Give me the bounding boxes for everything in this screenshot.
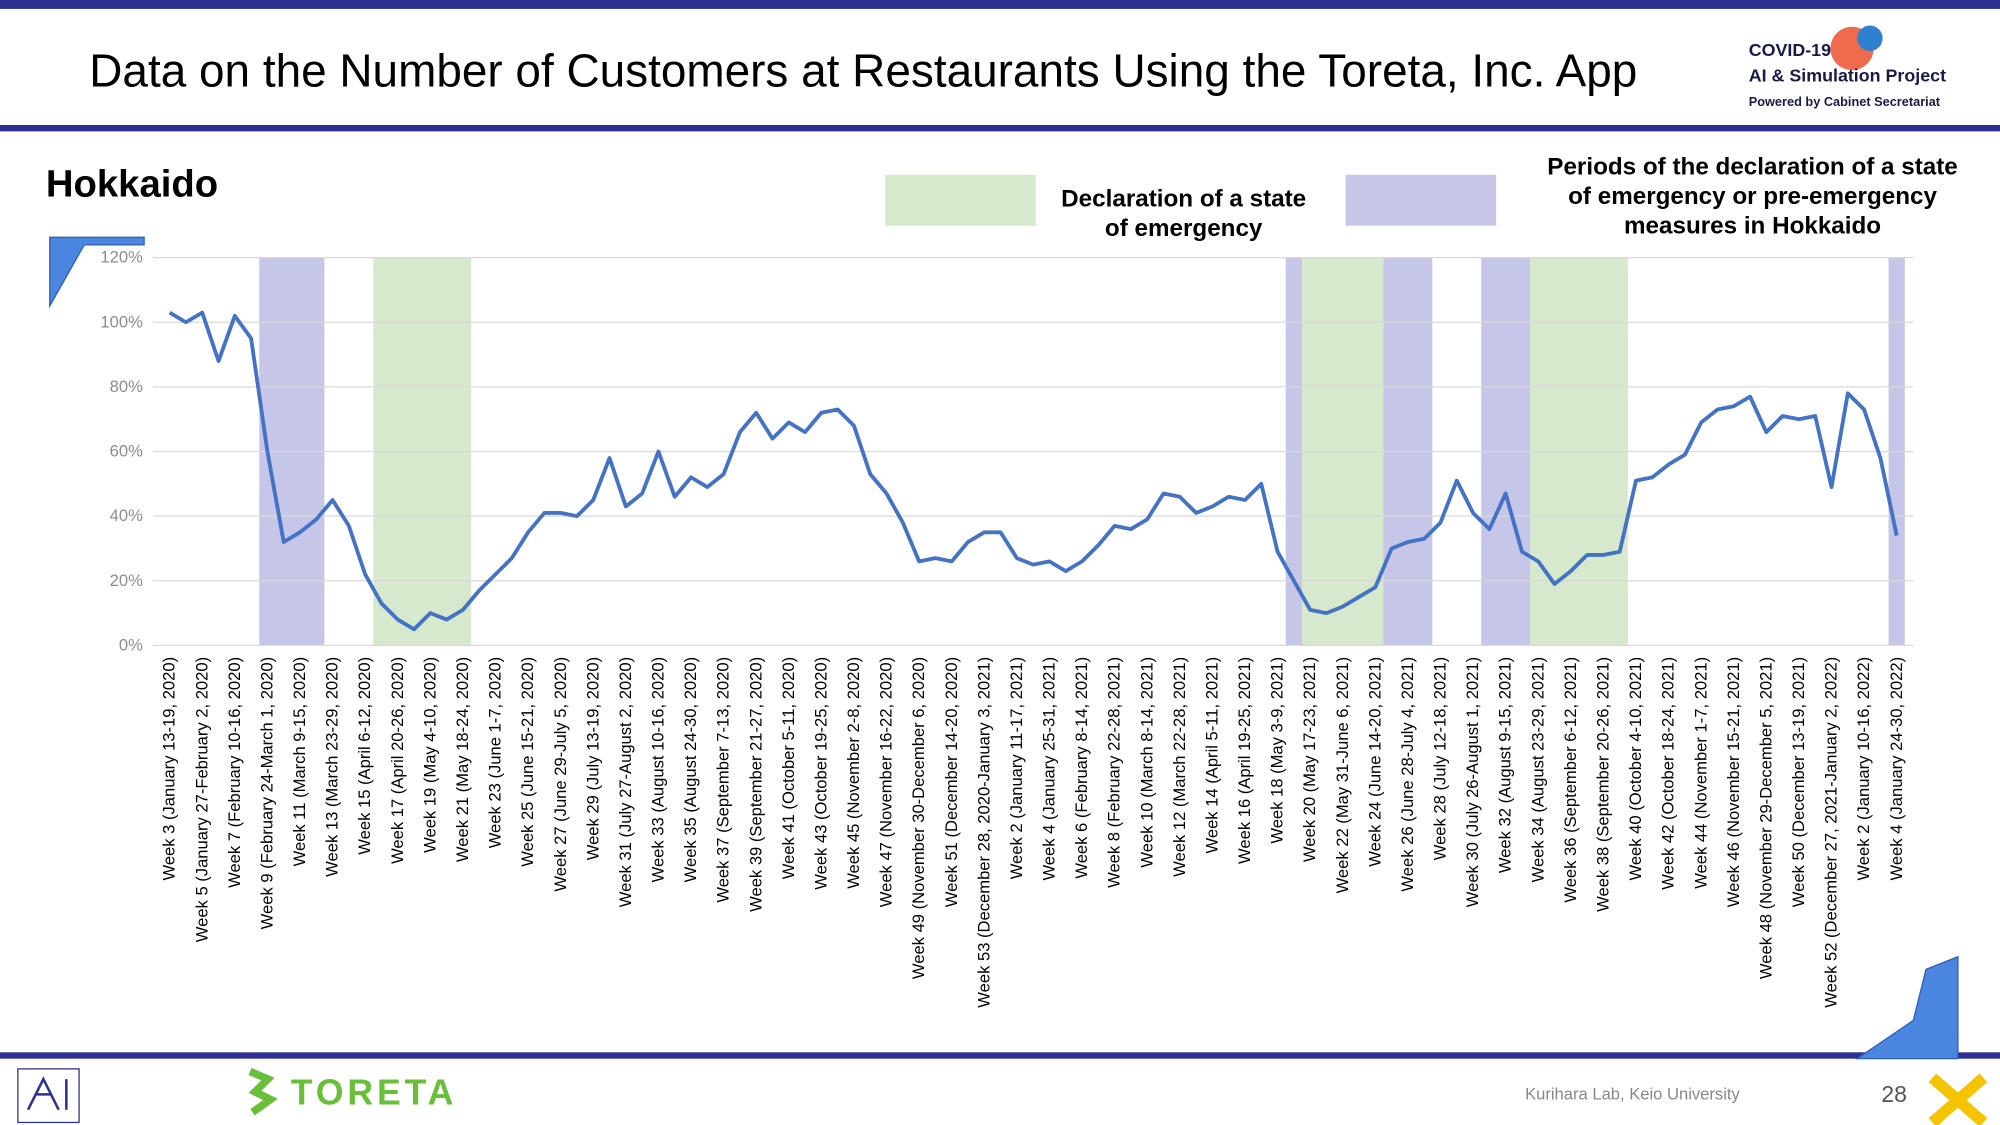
x-tick-label: Week 16 (April 19-25, 2021)	[1235, 657, 1254, 864]
x-tick-label: Week 7 (February 10-16, 2020)	[225, 657, 244, 888]
x-tick-label: Week 19 (May 4-10, 2020)	[420, 657, 439, 853]
x-tick-label: Week 52 (December 27, 2021-January 2, 20…	[1822, 657, 1841, 1008]
x-tick-label: Week 45 (November 2-8, 2020)	[844, 657, 863, 889]
x-tick-label: Week 38 (September 20-26, 2021)	[1594, 657, 1613, 912]
slide-title: Data on the Number of Customers at Resta…	[89, 45, 1637, 97]
x-tick-label: Week 25 (June 15-21, 2020)	[518, 657, 537, 867]
x-tick-label: Week 44 (November 1-7, 2021)	[1691, 657, 1710, 889]
deco-shape	[49, 236, 145, 309]
page-number: 28	[1881, 1081, 1907, 1107]
x-tick-label: Week 29 (July 13-19, 2020)	[583, 657, 602, 860]
y-tick-label: 120%	[100, 248, 143, 267]
logo-text: COVID-19	[1749, 40, 1831, 60]
x-tick-label: Week 5 (January 27-February 2, 2020)	[192, 657, 211, 942]
x-tick-label: Week 22 (May 31-June 6, 2021)	[1333, 657, 1352, 894]
x-tick-label: Week 17 (April 20-26, 2020)	[388, 657, 407, 864]
x-tick-label: Week 15 (April 6-12, 2020)	[355, 657, 374, 855]
x-tick-label: Week 8 (February 22-28, 2021)	[1105, 657, 1124, 888]
x-tick-label: Week 2 (January 11-17, 2021)	[1007, 657, 1026, 879]
x-tick-label: Week 32 (August 9-15, 2021)	[1496, 657, 1515, 873]
x-tick-label: Week 18 (May 3-9, 2021)	[1268, 657, 1287, 844]
header-rule	[0, 125, 2000, 132]
x-tick-label: Week 20 (May 17-23, 2021)	[1300, 657, 1319, 862]
x-tick-label: Week 49 (November 30-December 6, 2020)	[909, 657, 928, 979]
x-tick-label: Week 43 (October 19-25, 2020)	[811, 657, 830, 890]
x-tick-label: Week 40 (October 4-10, 2021)	[1626, 657, 1645, 881]
x-tick-label: Week 34 (August 23-29, 2021)	[1528, 657, 1547, 882]
footer-rule	[0, 1052, 2000, 1059]
legend-swatch	[1345, 174, 1497, 226]
logo-text: Powered by Cabinet Secretariat	[1749, 94, 1941, 109]
top-bar	[0, 0, 2000, 9]
legend-label: of emergency	[1105, 215, 1263, 242]
lab-logo	[17, 1068, 80, 1124]
logo-dot	[1857, 25, 1883, 52]
legend-label: of emergency or pre-emergency	[1568, 183, 1937, 210]
x-tick-label: Week 41 (October 5-11, 2020)	[779, 657, 798, 879]
corner-icon	[1928, 1073, 1988, 1125]
credit: Kurihara Lab, Keio University	[1525, 1084, 1740, 1103]
y-tick-label: 0%	[119, 636, 143, 655]
x-tick-label: Week 12 (March 22-28, 2021)	[1170, 657, 1189, 877]
x-tick-label: Week 6 (February 8-14, 2021)	[1072, 657, 1091, 879]
x-tick-label: Week 13 (March 23-29, 2020)	[323, 657, 342, 877]
x-tick-label: Week 27 (June 29-July 5, 2020)	[551, 657, 570, 892]
x-tick-label: Week 10 (March 8-14, 2021)	[1137, 657, 1156, 868]
x-tick-label: Week 47 (November 16-22, 2020)	[877, 657, 896, 907]
x-tick-label: Week 23 (June 1-7, 2020)	[486, 657, 505, 848]
x-tick-label: Week 31 (July 27-August 2, 2020)	[616, 657, 635, 907]
x-tick-label: Week 39 (September 21-27, 2020)	[746, 657, 765, 912]
x-tick-label: Week 26 (June 28-July 4, 2021)	[1398, 657, 1417, 892]
x-tick-label: Week 33 (August 10-16, 2020)	[649, 657, 668, 882]
x-tick-label: Week 30 (July 26-August 1, 2021)	[1463, 657, 1482, 907]
data-line	[168, 310, 1899, 632]
y-tick-label: 60%	[110, 442, 143, 461]
x-tick-label: Week 24 (June 14-20, 2021)	[1365, 657, 1384, 867]
y-tick-label: 100%	[100, 312, 143, 331]
lab-logo-mark	[26, 1076, 68, 1111]
brand-icon	[248, 1067, 278, 1116]
x-tick-label: Week 9 (February 24-March 1, 2020)	[258, 657, 277, 929]
brand-name: TORETA	[291, 1073, 457, 1113]
x-tick-label: Week 28 (July 12-18, 2021)	[1431, 657, 1450, 860]
x-tick-label: Week 36 (September 6-12, 2021)	[1561, 657, 1580, 903]
deco-shape	[1855, 955, 1959, 1060]
chart-title: Hokkaido	[46, 162, 218, 205]
legend-label: Declaration of a state	[1061, 186, 1306, 213]
x-tick-label: Week 48 (November 29-December 5, 2021)	[1756, 657, 1775, 979]
x-tick-label: Week 37 (September 7-13, 2020)	[714, 657, 733, 903]
x-tick-label: Week 3 (January 13-19, 2020)	[160, 657, 179, 881]
x-tick-label: Week 14 (April 5-11, 2021)	[1202, 657, 1221, 854]
x-tick-label: Week 4 (January 25-31, 2021)	[1040, 657, 1059, 881]
x-tick-label: Week 11 (March 9-15, 2020)	[290, 657, 309, 866]
x-tick-label: Week 2 (January 10-16, 2022)	[1854, 657, 1873, 881]
y-tick-label: 80%	[110, 377, 143, 396]
x-tick-label: Week 21 (May 18-24, 2020)	[453, 657, 472, 862]
x-tick-label: Week 35 (August 24-30, 2020)	[681, 657, 700, 882]
y-tick-label: 40%	[110, 506, 143, 525]
y-tick-label: 20%	[110, 571, 143, 590]
legend-label: measures in Hokkaido	[1624, 212, 1881, 239]
legend-swatch	[885, 174, 1036, 226]
x-tick-label: Week 51 (December 14-20, 2020)	[942, 657, 961, 907]
x-tick-label: Week 42 (October 18-24, 2021)	[1659, 657, 1678, 890]
x-tick-label: Week 50 (December 13-19, 2021)	[1789, 657, 1808, 907]
x-tick-label: Week 4 (January 24-30, 2022)	[1887, 657, 1906, 881]
logo-text: AI & Simulation Project	[1749, 66, 1946, 86]
x-tick-label: Week 53 (December 28, 2020-January 3, 20…	[974, 657, 993, 1008]
x-tick-label: Week 46 (November 15-21, 2021)	[1724, 657, 1743, 907]
legend-label: Periods of the declaration of a state	[1547, 154, 1957, 181]
